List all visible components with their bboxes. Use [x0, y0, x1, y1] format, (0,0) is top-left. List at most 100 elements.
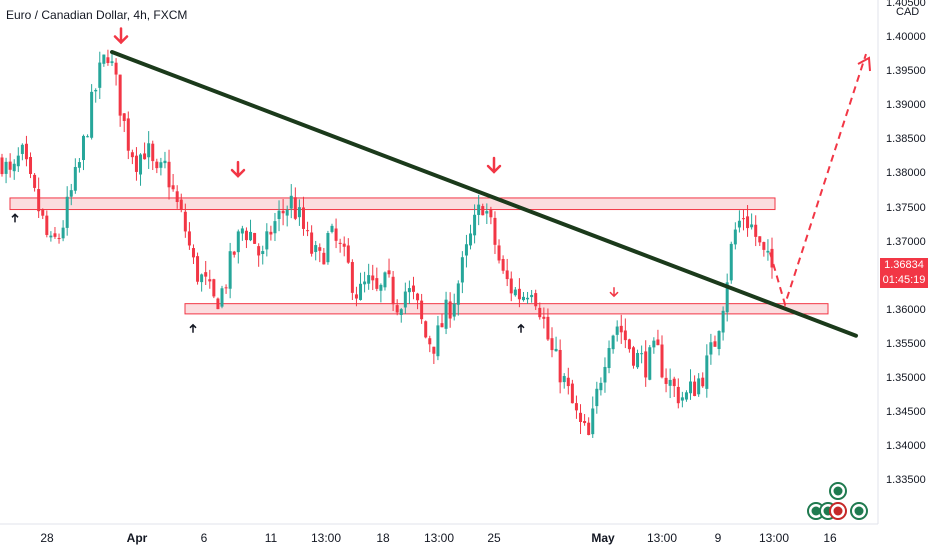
candle — [485, 203, 489, 225]
projection-arrowhead — [857, 56, 871, 72]
trendline[interactable] — [110, 50, 858, 338]
candle — [676, 378, 680, 409]
candle — [183, 203, 187, 238]
candle — [293, 187, 297, 221]
candle — [574, 395, 578, 419]
earnings-event-icon[interactable] — [829, 482, 847, 500]
candle — [750, 213, 754, 230]
candle — [387, 258, 391, 278]
candle — [517, 278, 521, 308]
x-tick-label: 11 — [264, 531, 278, 545]
candle — [147, 131, 151, 169]
candle — [709, 333, 713, 365]
candle — [297, 199, 301, 226]
candle — [200, 273, 204, 292]
candle — [684, 390, 688, 402]
candle — [456, 280, 460, 316]
candle — [196, 252, 200, 285]
candle — [41, 208, 45, 220]
candle — [399, 308, 403, 323]
candle — [314, 240, 318, 261]
candle — [416, 292, 420, 310]
candle — [310, 225, 314, 257]
candle — [81, 134, 85, 171]
candle — [513, 287, 517, 297]
resistance-zone[interactable] — [9, 197, 776, 211]
candle — [566, 367, 570, 395]
candle — [595, 381, 599, 414]
buy-arrow-icon — [517, 323, 525, 333]
candle — [94, 88, 98, 103]
candle — [191, 244, 195, 265]
candle — [269, 225, 273, 241]
candle — [640, 345, 644, 364]
y-tick-label: 1.34500 — [886, 406, 926, 419]
candle — [130, 149, 134, 165]
sell-arrow-icon — [230, 160, 246, 178]
projection-path[interactable] — [769, 53, 867, 308]
candle — [599, 377, 603, 396]
candle — [253, 232, 257, 244]
candle — [37, 177, 41, 219]
y-tick-label: 1.40500 — [886, 0, 926, 9]
candle — [464, 234, 468, 268]
candle — [448, 292, 452, 328]
candle — [725, 273, 729, 322]
candle — [163, 151, 167, 169]
y-tick-label: 1.35500 — [886, 337, 926, 350]
candle — [61, 220, 65, 242]
candles — [0, 49, 774, 438]
candle — [236, 229, 240, 264]
candle — [542, 307, 546, 329]
candle — [481, 203, 485, 216]
candle — [407, 280, 411, 305]
candle — [318, 243, 322, 263]
candle — [220, 285, 224, 309]
candle — [330, 223, 334, 234]
candle — [505, 258, 509, 287]
y-tick-label: 1.35000 — [886, 372, 926, 384]
x-tick-label: 13:00 — [310, 531, 342, 545]
y-tick-label: 1.40000 — [886, 31, 926, 43]
candle — [20, 143, 24, 161]
candle — [444, 291, 448, 335]
candle — [611, 334, 615, 354]
earnings-event-icon[interactable] — [850, 502, 868, 520]
candle — [139, 153, 143, 186]
candle — [171, 173, 175, 192]
candle — [741, 209, 745, 231]
candle — [538, 302, 542, 320]
candle — [668, 368, 672, 399]
candle — [216, 297, 220, 310]
candle — [603, 357, 607, 393]
candle — [762, 241, 766, 257]
candle — [24, 135, 28, 167]
candle — [432, 346, 436, 364]
candle — [240, 225, 244, 241]
buy-arrow-icon — [11, 213, 19, 223]
candle — [713, 335, 717, 347]
candle — [338, 238, 342, 253]
candle — [379, 283, 383, 303]
candle — [550, 327, 554, 358]
candle — [644, 340, 648, 387]
x-tick-label: 16 — [823, 531, 837, 545]
earnings-event-icon[interactable] — [829, 502, 847, 520]
bar-countdown: 01:45:19 — [882, 274, 926, 286]
candle — [4, 157, 8, 184]
candle — [114, 58, 118, 86]
y-tick-label: 1.38500 — [886, 133, 926, 146]
support-zone[interactable] — [184, 303, 829, 315]
candle — [367, 263, 371, 290]
candle — [627, 338, 631, 353]
candle — [301, 196, 305, 236]
candle — [73, 158, 77, 194]
y-tick-label: 1.34000 — [886, 440, 926, 453]
candle — [175, 185, 179, 209]
candle — [758, 236, 762, 247]
y-tick-label: 1.39000 — [886, 99, 926, 112]
candle — [583, 414, 587, 426]
candle — [322, 247, 326, 265]
candle — [452, 293, 456, 321]
